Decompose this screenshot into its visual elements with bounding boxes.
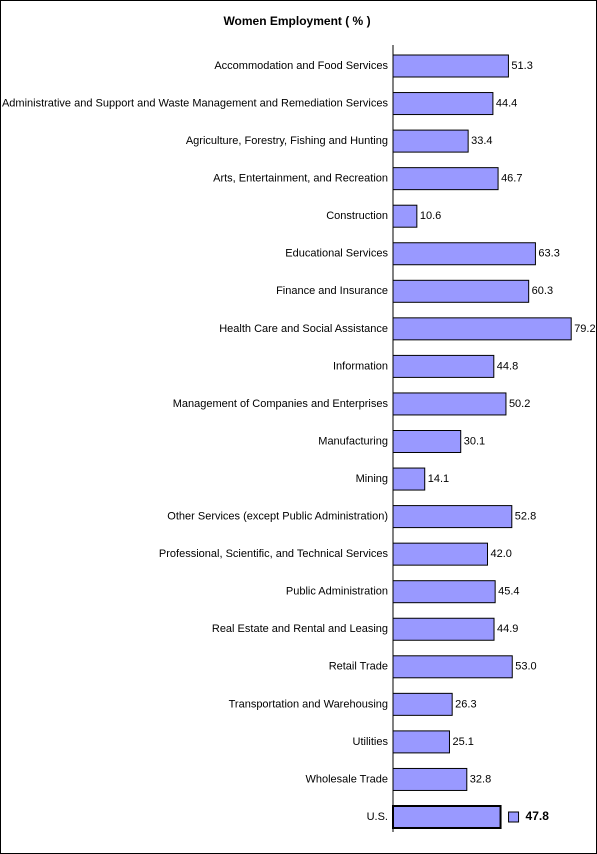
y-tick-label: Utilities (353, 736, 389, 748)
legend-marker (508, 811, 520, 823)
value-label: 42.0 (491, 548, 512, 560)
bar (392, 542, 488, 566)
bar (392, 655, 513, 679)
bar (392, 580, 496, 604)
bar (392, 692, 453, 716)
value-label: 44.8 (497, 360, 518, 372)
bar (392, 505, 513, 529)
bar (392, 392, 507, 416)
value-label: 32.8 (470, 773, 491, 785)
y-tick-label: Manufacturing (318, 435, 388, 447)
value-label: 63.3 (538, 248, 559, 260)
bar (392, 129, 469, 153)
y-tick-label: Agriculture, Forestry, Fishing and Hunti… (186, 135, 388, 147)
y-tick-label: Finance and Insurance (276, 285, 388, 297)
bar (392, 242, 536, 266)
bar (392, 467, 426, 491)
value-label: 52.8 (515, 511, 536, 523)
value-label: 45.4 (498, 586, 519, 598)
y-tick-label: Wholesale Trade (305, 773, 388, 785)
value-label: 30.1 (464, 435, 485, 447)
bar (392, 167, 499, 191)
y-tick-label: Health Care and Social Assistance (219, 323, 388, 335)
value-label: 60.3 (532, 285, 553, 297)
y-tick-label: Mining (356, 473, 388, 485)
y-tick-label: Accommodation and Food Services (214, 60, 388, 72)
y-tick-label: Real Estate and Rental and Leasing (212, 623, 388, 635)
value-label: 51.3 (511, 60, 532, 72)
bar (392, 767, 468, 791)
value-label: 10.6 (420, 210, 441, 222)
y-tick-label: Construction (326, 210, 388, 222)
y-tick-label: U.S. (367, 811, 388, 823)
bar (392, 730, 450, 754)
value-label: 50.2 (509, 398, 530, 410)
value-label: 25.1 (452, 736, 473, 748)
bar (392, 617, 495, 641)
y-tick-label: Retail Trade (329, 661, 388, 673)
value-label: 47.8 (526, 809, 550, 823)
value-label: 26.3 (455, 698, 476, 710)
y-tick-label: Transportation and Warehousing (229, 698, 388, 710)
value-label: 14.1 (428, 473, 449, 485)
value-label: 44.9 (497, 623, 518, 635)
value-label: 46.7 (501, 173, 522, 185)
value-label: 79.2 (574, 323, 595, 335)
bar (392, 92, 494, 116)
bar (392, 805, 502, 829)
y-tick-label: Information (333, 360, 388, 372)
value-label: 33.4 (471, 135, 492, 147)
y-tick-label: Other Services (except Public Administra… (167, 511, 388, 523)
value-label: 44.4 (496, 97, 517, 109)
chart-title: Women Employment ( % ) (223, 14, 370, 28)
value-label: 53.0 (515, 661, 536, 673)
y-tick-label: Arts, Entertainment, and Recreation (213, 173, 388, 185)
bar (392, 54, 509, 78)
bar (392, 279, 530, 303)
y-tick-label: Public Administration (286, 586, 388, 598)
bar (392, 354, 495, 378)
bar (392, 204, 418, 228)
bar (392, 430, 462, 453)
bar (392, 317, 572, 341)
y-tick-label: Management of Companies and Enterprises (173, 398, 389, 410)
y-tick-label: Administrative and Support and Waste Man… (2, 97, 389, 109)
y-tick-label: Professional, Scientific, and Technical … (159, 548, 389, 560)
y-tick-label: Educational Services (285, 248, 388, 260)
